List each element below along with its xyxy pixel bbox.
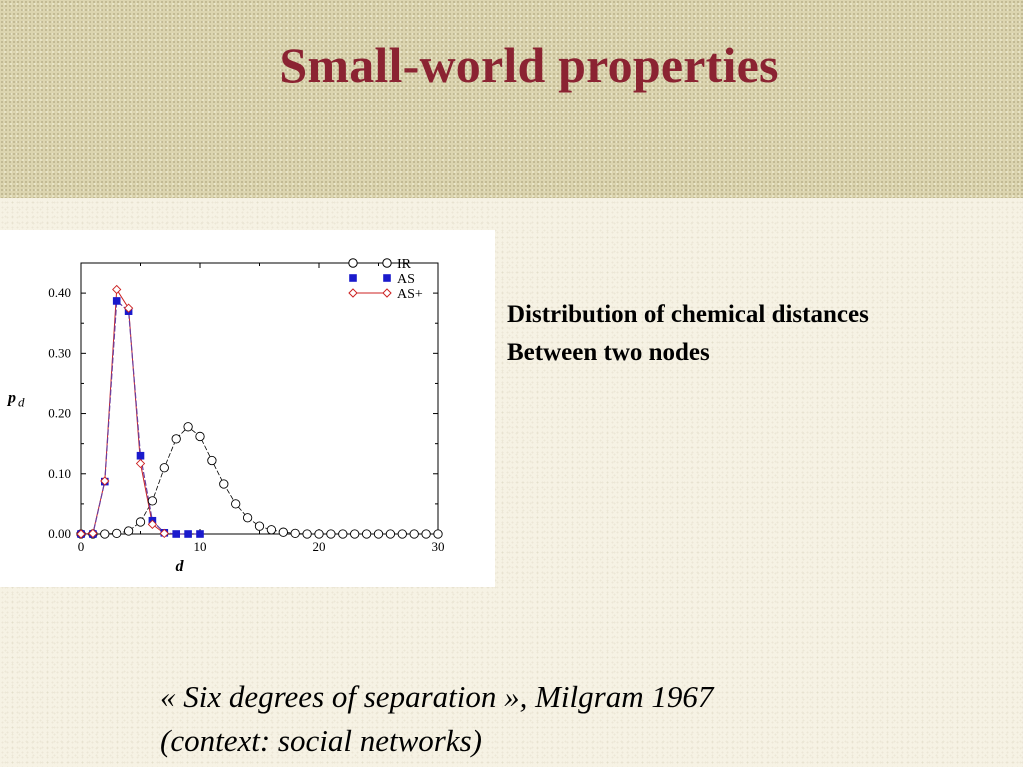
milgram-quote: « Six degrees of separation », Milgram 1… [160, 675, 980, 763]
quote-line-2: (context: social networks) [160, 723, 482, 758]
y-tick-label: 0.40 [48, 285, 71, 300]
legend-label-AS: AS [397, 272, 415, 287]
legend-marker-IR [382, 258, 392, 268]
point-AS [184, 530, 192, 538]
point-IR [278, 527, 288, 537]
x-tick-label: 10 [194, 539, 207, 554]
description-line-1: Distribution of chemical distances [507, 301, 869, 328]
legend-marker-AS [349, 274, 357, 282]
point-IR [326, 529, 336, 539]
point-IR [159, 463, 169, 473]
x-tick-label: 0 [78, 539, 85, 554]
point-IR [397, 529, 407, 539]
x-axis-label: d [176, 558, 185, 575]
point-AS-plus [147, 519, 158, 530]
y-tick-label: 0.10 [48, 466, 71, 481]
point-AS [136, 451, 145, 460]
point-IR [183, 422, 193, 432]
point-IR [266, 525, 277, 535]
point-IR [123, 526, 134, 536]
point-IR [112, 528, 122, 539]
point-IR [433, 529, 443, 539]
y-axis-label-subscript: d [18, 395, 25, 410]
chart-panel: 0.00 0.10 0.20 0.30 0.40 0 10 20 30 d p d IR AS AS+ [0, 230, 495, 587]
point-IR [135, 517, 146, 527]
y-tick-label: 0.20 [48, 406, 71, 421]
point-IR [314, 529, 324, 539]
point-IR [361, 529, 372, 539]
legend-label-AS-plus: AS+ [397, 287, 423, 302]
legend-marker-IR [348, 258, 358, 268]
point-AS [172, 530, 180, 538]
legend-marker-AS [383, 274, 391, 282]
header-band [0, 0, 1023, 198]
y-tick-label: 0.00 [48, 526, 71, 541]
point-AS-plus [100, 476, 110, 486]
point-AS-plus [88, 528, 98, 539]
point-IR [231, 499, 241, 509]
plot-frame [80, 262, 439, 535]
point-AS-plus [112, 284, 122, 295]
point-IR [100, 529, 110, 539]
quote-line-1: « Six degrees of separation », Milgram 1… [160, 679, 714, 714]
point-AS-plus [159, 528, 169, 539]
x-tick-label: 20 [313, 539, 326, 554]
point-IR [207, 455, 217, 466]
y-tick-label: 0.30 [48, 345, 71, 360]
point-AS [112, 297, 121, 305]
legend-marker-AS-plus [348, 288, 358, 298]
slide-title: Small-world properties [279, 37, 779, 93]
point-IR [254, 521, 265, 531]
point-IR [242, 513, 253, 523]
point-AS [196, 530, 204, 538]
point-IR [373, 529, 384, 539]
point-IR [302, 529, 312, 539]
chart-description: Distribution of chemical distances Betwe… [507, 296, 1007, 372]
point-IR [385, 529, 396, 539]
point-IR [421, 529, 431, 539]
point-IR [350, 529, 360, 539]
point-IR [338, 529, 348, 539]
point-IR [409, 529, 419, 539]
series-line-AS [81, 299, 200, 535]
x-tick-label: 30 [432, 539, 445, 554]
point-AS-plus [135, 458, 146, 469]
point-IR [219, 479, 229, 489]
description-line-2: Between two nodes [507, 339, 710, 366]
series-line-IR [81, 426, 438, 535]
point-IR [195, 431, 205, 442]
y-axis-label: p [6, 390, 16, 407]
legend-label-IR: IR [397, 257, 412, 272]
point-AS-plus [76, 529, 86, 539]
point-AS-plus [123, 303, 134, 313]
point-IR [290, 528, 300, 539]
point-IR [147, 496, 158, 506]
point-IR [171, 434, 181, 444]
legend-marker-AS-plus [382, 288, 392, 298]
